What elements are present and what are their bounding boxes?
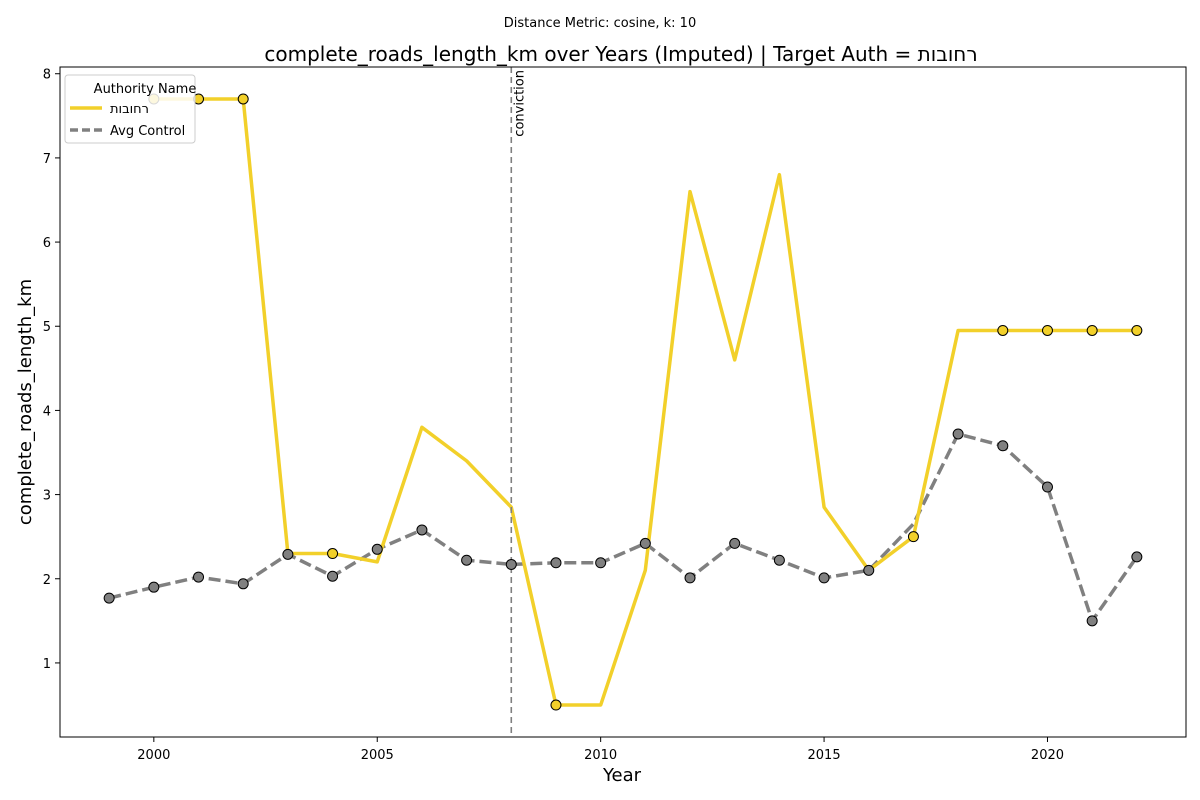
y-tick-label: 7: [43, 152, 51, 167]
x-tick-label: 2005: [361, 748, 394, 763]
data-point-target: [237, 93, 249, 105]
plot-area: conviction: [103, 67, 1143, 737]
y-axis-ticks: 1 2 3 4 5 6 7 8: [43, 68, 60, 672]
x-axis-label: Year: [602, 765, 642, 786]
data-point-target: [327, 548, 339, 560]
y-tick-label: 4: [43, 404, 51, 419]
data-point-target: [907, 531, 919, 543]
data-point-avg-control: [282, 548, 294, 560]
data-point-avg-control: [952, 428, 964, 440]
x-tick-label: 2000: [137, 748, 170, 763]
y-tick-label: 8: [43, 68, 51, 83]
x-axis-ticks: 2000 2005 2010 2015 2020: [137, 737, 1064, 763]
data-point-avg-control: [997, 440, 1009, 452]
legend-box: [64, 74, 196, 144]
y-tick-label: 2: [43, 573, 51, 588]
data-point-avg-control: [371, 543, 383, 555]
series-line-target: [153, 97, 1137, 707]
data-point-avg-control: [1131, 551, 1143, 563]
data-point-target: [550, 699, 562, 711]
data-point-avg-control: [461, 554, 473, 566]
legend-label-avg-control: Avg Control: [110, 124, 185, 139]
conviction-label: conviction: [512, 70, 527, 137]
y-tick-label: 5: [43, 320, 51, 335]
legend-label-target: רחובות: [110, 102, 149, 117]
y-tick-label: 3: [43, 489, 51, 504]
data-point-avg-control: [550, 557, 562, 569]
data-point-avg-control: [729, 537, 741, 549]
data-point-avg-control: [1086, 615, 1098, 627]
x-tick-label: 2015: [808, 748, 841, 763]
data-point-avg-control: [103, 592, 115, 604]
legend-title: Authority Name: [94, 82, 197, 97]
data-point-avg-control: [327, 570, 339, 582]
data-point-avg-control: [818, 572, 830, 584]
chart-title: complete_roads_length_km over Years (Imp…: [264, 42, 977, 66]
axes-frame: [59, 66, 1187, 738]
data-point-avg-control: [863, 564, 875, 576]
data-point-target: [1086, 324, 1098, 336]
data-point-avg-control: [1041, 481, 1053, 493]
y-tick-label: 1: [43, 657, 51, 672]
y-axis-label: complete_roads_length_km: [15, 279, 36, 525]
series-line-avg-control: [108, 432, 1139, 623]
data-point-avg-control: [595, 557, 607, 569]
data-point-avg-control: [193, 571, 205, 583]
data-point-avg-control: [639, 537, 651, 549]
chart-suptitle: Distance Metric: cosine, k: 10: [504, 16, 696, 31]
legend: Authority Name רחובות Avg Control: [64, 74, 197, 144]
data-point-avg-control: [773, 554, 785, 566]
x-tick-label: 2020: [1031, 748, 1064, 763]
data-point-avg-control: [416, 524, 428, 536]
data-point-avg-control: [237, 578, 249, 590]
data-point-target: [1041, 324, 1053, 336]
data-point-avg-control: [148, 581, 160, 593]
x-tick-label: 2010: [584, 748, 617, 763]
data-point-target: [997, 324, 1009, 336]
data-point-avg-control: [505, 558, 517, 570]
data-point-avg-control: [684, 572, 696, 584]
data-point-target: [1131, 324, 1143, 336]
y-tick-label: 6: [43, 236, 51, 251]
